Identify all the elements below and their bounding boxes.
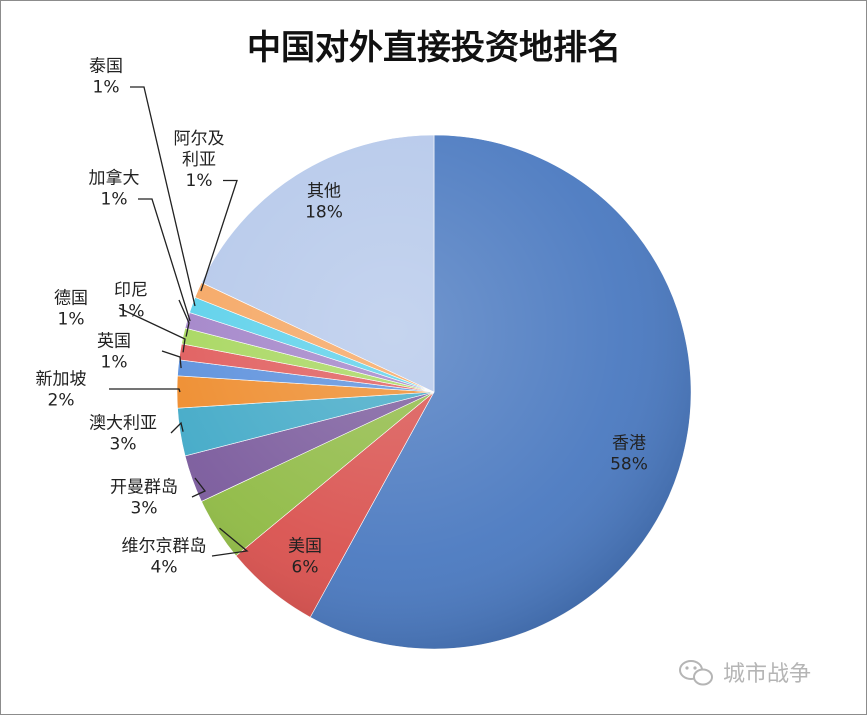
leader-line: [161, 350, 182, 369]
slice-label: 印尼 1%: [114, 281, 148, 322]
leader-line: [109, 388, 181, 393]
slice-label: 德国 1%: [54, 289, 88, 330]
slice-label: 泰国 1%: [89, 57, 123, 98]
leader-line: [200, 179, 238, 292]
wechat-icon: [679, 660, 713, 686]
slice-label: 阿尔及利亚 1%: [174, 129, 225, 191]
leader-line: [211, 527, 249, 557]
leader-line: [170, 421, 184, 434]
leader-line: [138, 198, 191, 322]
leader-line: [178, 299, 190, 337]
leader-lines: [109, 86, 249, 557]
slice-label: 加拿大 1%: [89, 168, 140, 210]
leader-line: [191, 477, 207, 498]
slice-label: 维尔京群岛 4%: [122, 537, 207, 578]
slice-label: 新加坡 2%: [36, 370, 87, 411]
slice-labels: 香港 58% 美国 6% 维尔京群岛 4% 开曼群岛 3% 澳大利亚 3%新加坡 2% 英国 1% 德国 1…: [36, 57, 648, 578]
slice-label: 香港 58%: [610, 434, 648, 475]
slice-label: 澳大利亚 3%: [89, 414, 157, 455]
chart-title: 中国对外直接投资地排名: [247, 28, 621, 68]
leader-line: [118, 307, 186, 353]
slice-label: 英国 1%: [97, 332, 131, 373]
slice-label: 开曼群岛 3%: [110, 478, 178, 519]
slice-label: 美国 6%: [288, 537, 322, 578]
slice-label: 其他 18%: [305, 182, 343, 223]
pie-slices: [176, 134, 692, 650]
watermark-text: 城市战争: [723, 662, 811, 687]
watermark: 城市战争: [679, 660, 811, 687]
leader-line: [130, 86, 196, 307]
